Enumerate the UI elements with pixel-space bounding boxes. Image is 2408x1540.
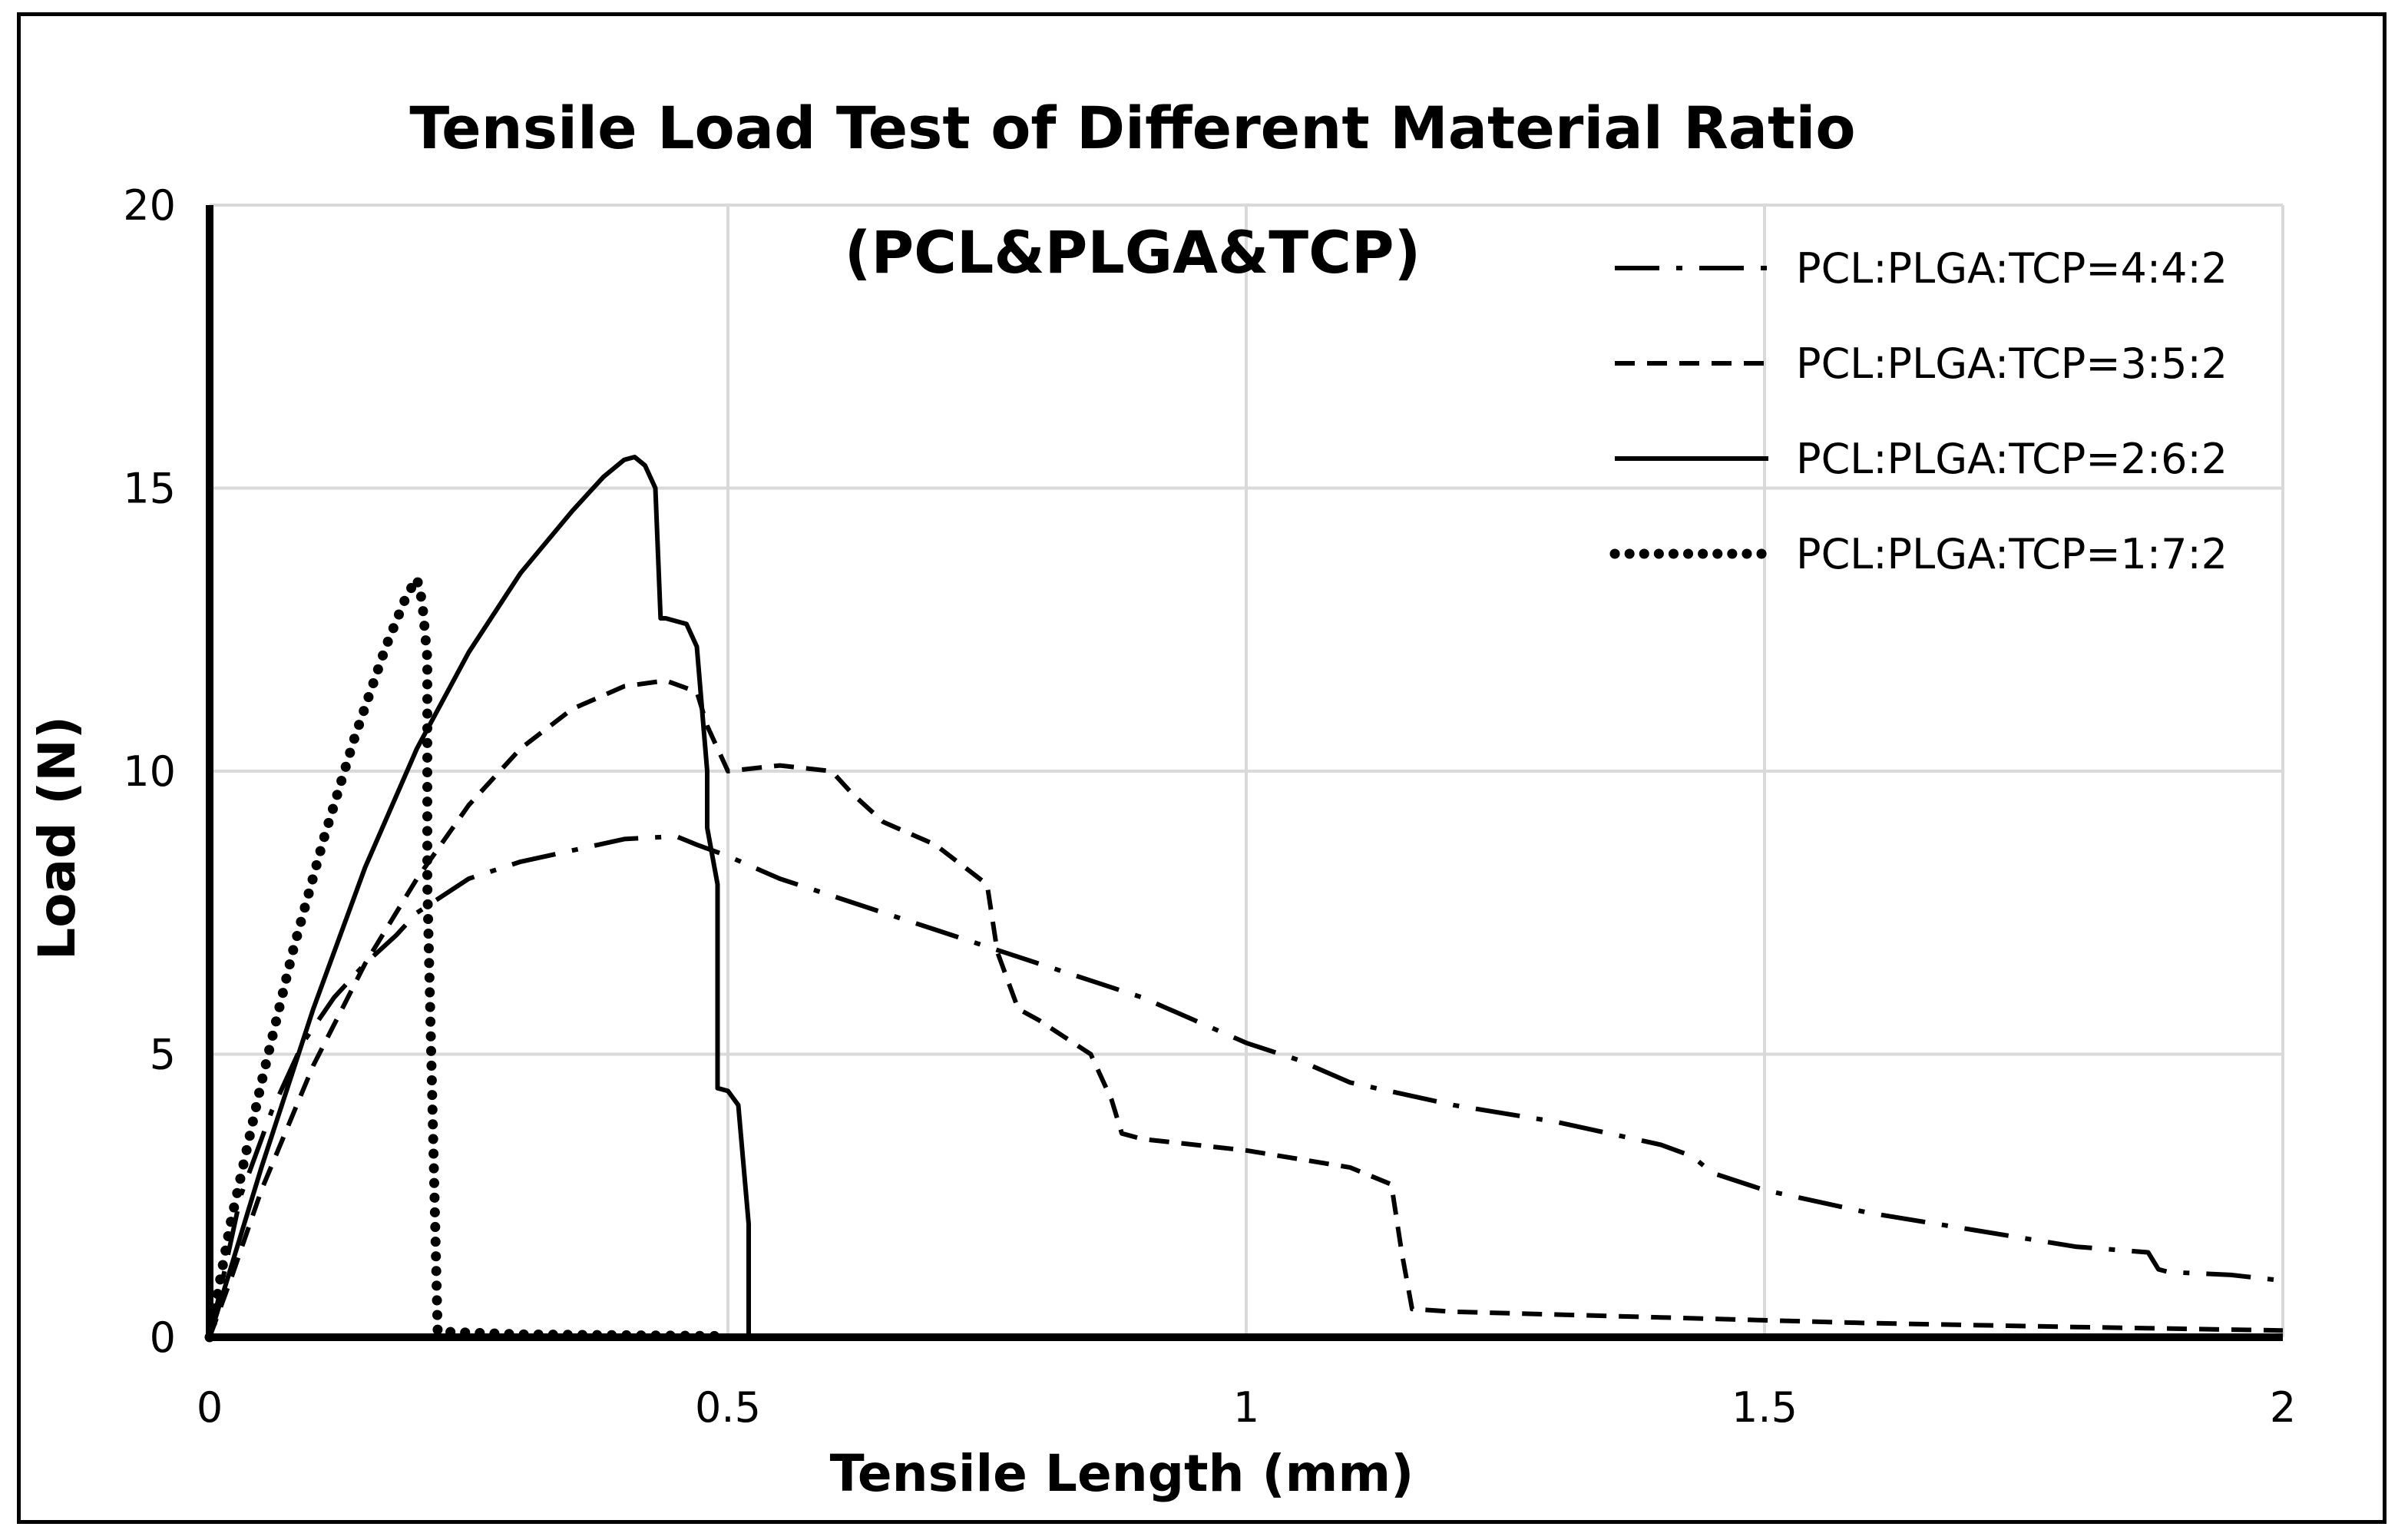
legend: PCL:PLGA:TCP=4:4:2 PCL:PLGA:TCP=3:5:2 PCL:… [1609,244,2228,578]
legend-label-0: PCL:PLGA:TCP=4:4:2 [1796,244,2228,293]
x-tick-label-3: 1.5 [1732,1383,1798,1432]
line-chart: 0 5 10 15 20 0 0.5 1 1.5 2 Tensile Load Test of D… [28,94,2296,1503]
series-line-0 [207,833,2284,1338]
tick-labels: 0 5 10 15 20 0 0.5 1 1.5 2 [123,181,2296,1432]
series-line-2 [207,455,751,1338]
legend-label-2: PCL:PLGA:TCP=2:6:2 [1796,435,2228,483]
x-tick-label-4: 2 [2270,1383,2296,1432]
y-axis-label: Load (N) [28,716,87,960]
axes-layer [206,205,2283,1341]
y-tick-label-4: 20 [123,181,176,230]
legend-label-1: PCL:PLGA:TCP=3:5:2 [1796,339,2228,388]
x-tick-label-2: 1 [1233,1383,1259,1432]
chart-frame: 0 5 10 15 20 0 0.5 1 1.5 2 Tensile Load Test of D… [17,12,2386,1524]
x-axis-label: Tensile Length (mm) [830,1444,1414,1503]
series-line-1 [207,678,2284,1339]
y-tick-label-1: 5 [150,1031,176,1079]
legend-label-3: PCL:PLGA:TCP=1:7:2 [1796,530,2228,578]
chart-title: Tensile Load Test of Different Material … [409,94,1855,162]
x-tick-label-0: 0 [197,1383,223,1432]
y-tick-label-0: 0 [150,1313,176,1362]
y-tick-label-3: 15 [123,465,176,513]
chart-subtitle: (PCL&PLGA&TCP) [845,218,1421,286]
y-tick-label-2: 10 [123,747,176,796]
x-tick-label-1: 0.5 [695,1383,761,1432]
series-layer [204,455,2284,1343]
series-line-3 [204,573,733,1343]
